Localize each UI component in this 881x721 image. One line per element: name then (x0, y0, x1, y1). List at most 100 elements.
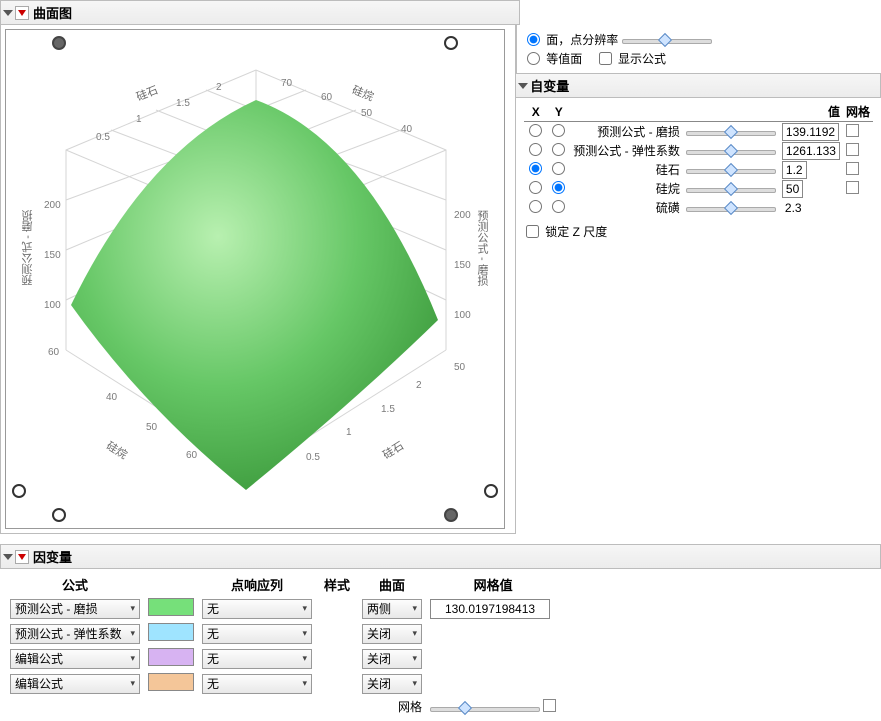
surface-shape (71, 100, 438, 490)
ivar-y-radio[interactable] (552, 200, 565, 213)
svg-text:60: 60 (48, 347, 60, 358)
svg-text:2: 2 (216, 82, 222, 93)
resolution-surface-row[interactable]: 面，点分辨率 (525, 31, 873, 48)
svg-text:2: 2 (416, 380, 422, 391)
grid-value: 130.0197198413 (430, 599, 550, 619)
ivar-col-x: X (524, 102, 547, 122)
axis-label-right: 预测公式 - 磨损 (474, 210, 490, 286)
dep-col-gridval: 网格值 (426, 573, 560, 596)
resolution-contour-row[interactable]: 等值面 显示公式 (525, 50, 873, 67)
menu-icon[interactable] (15, 550, 29, 564)
surface-combo[interactable]: 两侧▾ (362, 599, 422, 619)
ivar-name: 预测公式 - 磨损 (570, 122, 683, 142)
svg-text:60: 60 (321, 92, 333, 103)
ivar-y-radio[interactable] (552, 181, 565, 194)
disclosure-icon[interactable] (3, 554, 13, 560)
ivar-x-radio[interactable] (529, 124, 542, 137)
formula-combo[interactable]: 预测公式 - 弹性系数▾ (10, 624, 140, 644)
ivar-row: 预测公式 - 弹性系数 1261.133 (524, 141, 873, 160)
ivar-grid-check[interactable] (846, 181, 859, 194)
ivar-slider[interactable] (686, 183, 776, 195)
ivar-slider[interactable] (686, 145, 776, 157)
show-formula-label: 显示公式 (618, 50, 666, 67)
ivar-slider[interactable] (686, 164, 776, 176)
ivar-grid-check[interactable] (846, 162, 859, 175)
dep-row: 预测公式 - 弹性系数▾ 无▾ 关闭▾ (6, 621, 560, 646)
formula-combo[interactable]: 预测公式 - 磨损▾ (10, 599, 140, 619)
ivar-x-radio[interactable] (529, 200, 542, 213)
formula-combo[interactable]: 编辑公式▾ (10, 674, 140, 694)
surface-plot[interactable]: 60 100 150 200 50 100 150 200 0.511.52 7… (5, 29, 505, 529)
ivar-value[interactable]: 1.2 (782, 161, 807, 179)
show-formula-checkbox[interactable] (599, 52, 612, 65)
ivar-y-radio[interactable] (552, 124, 565, 137)
ivar-value[interactable]: 1261.133 (782, 142, 840, 160)
ivar-x-radio[interactable] (529, 143, 542, 156)
svg-text:200: 200 (44, 200, 61, 211)
ivar-value[interactable]: 50 (782, 180, 803, 198)
resolution-surface-radio[interactable] (527, 33, 540, 46)
ivar-x-radio[interactable] (529, 181, 542, 194)
point-combo[interactable]: 无▾ (202, 624, 312, 644)
ivar-x-radio[interactable] (529, 162, 542, 175)
ivar-slider[interactable] (686, 202, 776, 214)
resolution-contour-radio[interactable] (527, 52, 540, 65)
svg-text:1.5: 1.5 (381, 404, 395, 415)
svg-text:0.5: 0.5 (306, 452, 320, 463)
ivar-value[interactable]: 139.1192 (782, 123, 839, 141)
dep-col-formula: 公式 (6, 573, 144, 596)
svg-text:0.5: 0.5 (96, 132, 110, 143)
surface-combo[interactable]: 关闭▾ (362, 624, 422, 644)
svg-text:200: 200 (454, 210, 471, 221)
axis-label-left: 预测公式 - 磨损 (20, 210, 36, 286)
dep-row: 预测公式 - 磨损▾ 无▾ 两侧▾ 130.0197198413 (6, 596, 560, 621)
color-swatch[interactable] (148, 648, 194, 666)
ivar-y-radio[interactable] (552, 143, 565, 156)
point-combo[interactable]: 无▾ (202, 599, 312, 619)
ivar-row: 硅烷 50 (524, 179, 873, 198)
ivar-name: 硫磺 (570, 198, 683, 217)
ivar-col-val: 值 (779, 102, 843, 122)
svg-text:100: 100 (44, 300, 61, 311)
lock-z-row[interactable]: 锁定 Z 尺度 (524, 223, 873, 240)
resolution-slider[interactable] (622, 34, 712, 46)
surface-panel-header[interactable]: 曲面图 (0, 0, 520, 25)
menu-icon[interactable] (15, 6, 29, 20)
point-combo[interactable]: 无▾ (202, 674, 312, 694)
dep-row: 编辑公式▾ 无▾ 关闭▾ (6, 671, 560, 696)
dep-panel-header[interactable]: 因变量 (0, 544, 881, 569)
ivar-panel-header[interactable]: 自变量 (516, 73, 881, 98)
ivar-name: 硅烷 (570, 179, 683, 198)
grid-slider-check[interactable] (543, 699, 556, 712)
color-swatch[interactable] (148, 673, 194, 691)
color-swatch[interactable] (148, 623, 194, 641)
svg-text:60: 60 (186, 450, 198, 461)
svg-text:70: 70 (281, 78, 293, 89)
ivar-slider[interactable] (686, 126, 776, 138)
ivar-name: 预测公式 - 弹性系数 (570, 141, 683, 160)
svg-text:50: 50 (361, 108, 373, 119)
ivar-grid-check[interactable] (846, 143, 859, 156)
ivar-name: 硅石 (570, 160, 683, 179)
disclosure-icon[interactable] (518, 83, 528, 89)
svg-text:150: 150 (454, 260, 471, 271)
grid-slider[interactable] (430, 702, 540, 714)
formula-combo[interactable]: 编辑公式▾ (10, 649, 140, 669)
svg-text:40: 40 (401, 124, 413, 135)
disclosure-icon[interactable] (3, 10, 13, 16)
ivar-col-grid: 网格 (843, 102, 873, 122)
ivar-panel-title: 自变量 (530, 76, 569, 95)
surface-combo[interactable]: 关闭▾ (362, 674, 422, 694)
resolution-contour-label: 等值面 (546, 50, 582, 67)
dep-row: 编辑公式▾ 无▾ 关闭▾ (6, 646, 560, 671)
ivar-y-radio[interactable] (552, 162, 565, 175)
color-swatch[interactable] (148, 598, 194, 616)
surface-combo[interactable]: 关闭▾ (362, 649, 422, 669)
ivar-grid-check[interactable] (846, 124, 859, 137)
grid-slider-label: 网格 (358, 696, 426, 717)
ivar-value[interactable]: 2.3 (782, 200, 805, 216)
svg-text:1.5: 1.5 (176, 98, 190, 109)
dep-table: 公式 点响应列 样式 曲面 网格值 预测公式 - 磨损▾ 无▾ 两侧▾ 130.… (6, 573, 560, 717)
point-combo[interactable]: 无▾ (202, 649, 312, 669)
lock-z-checkbox[interactable] (526, 225, 539, 238)
